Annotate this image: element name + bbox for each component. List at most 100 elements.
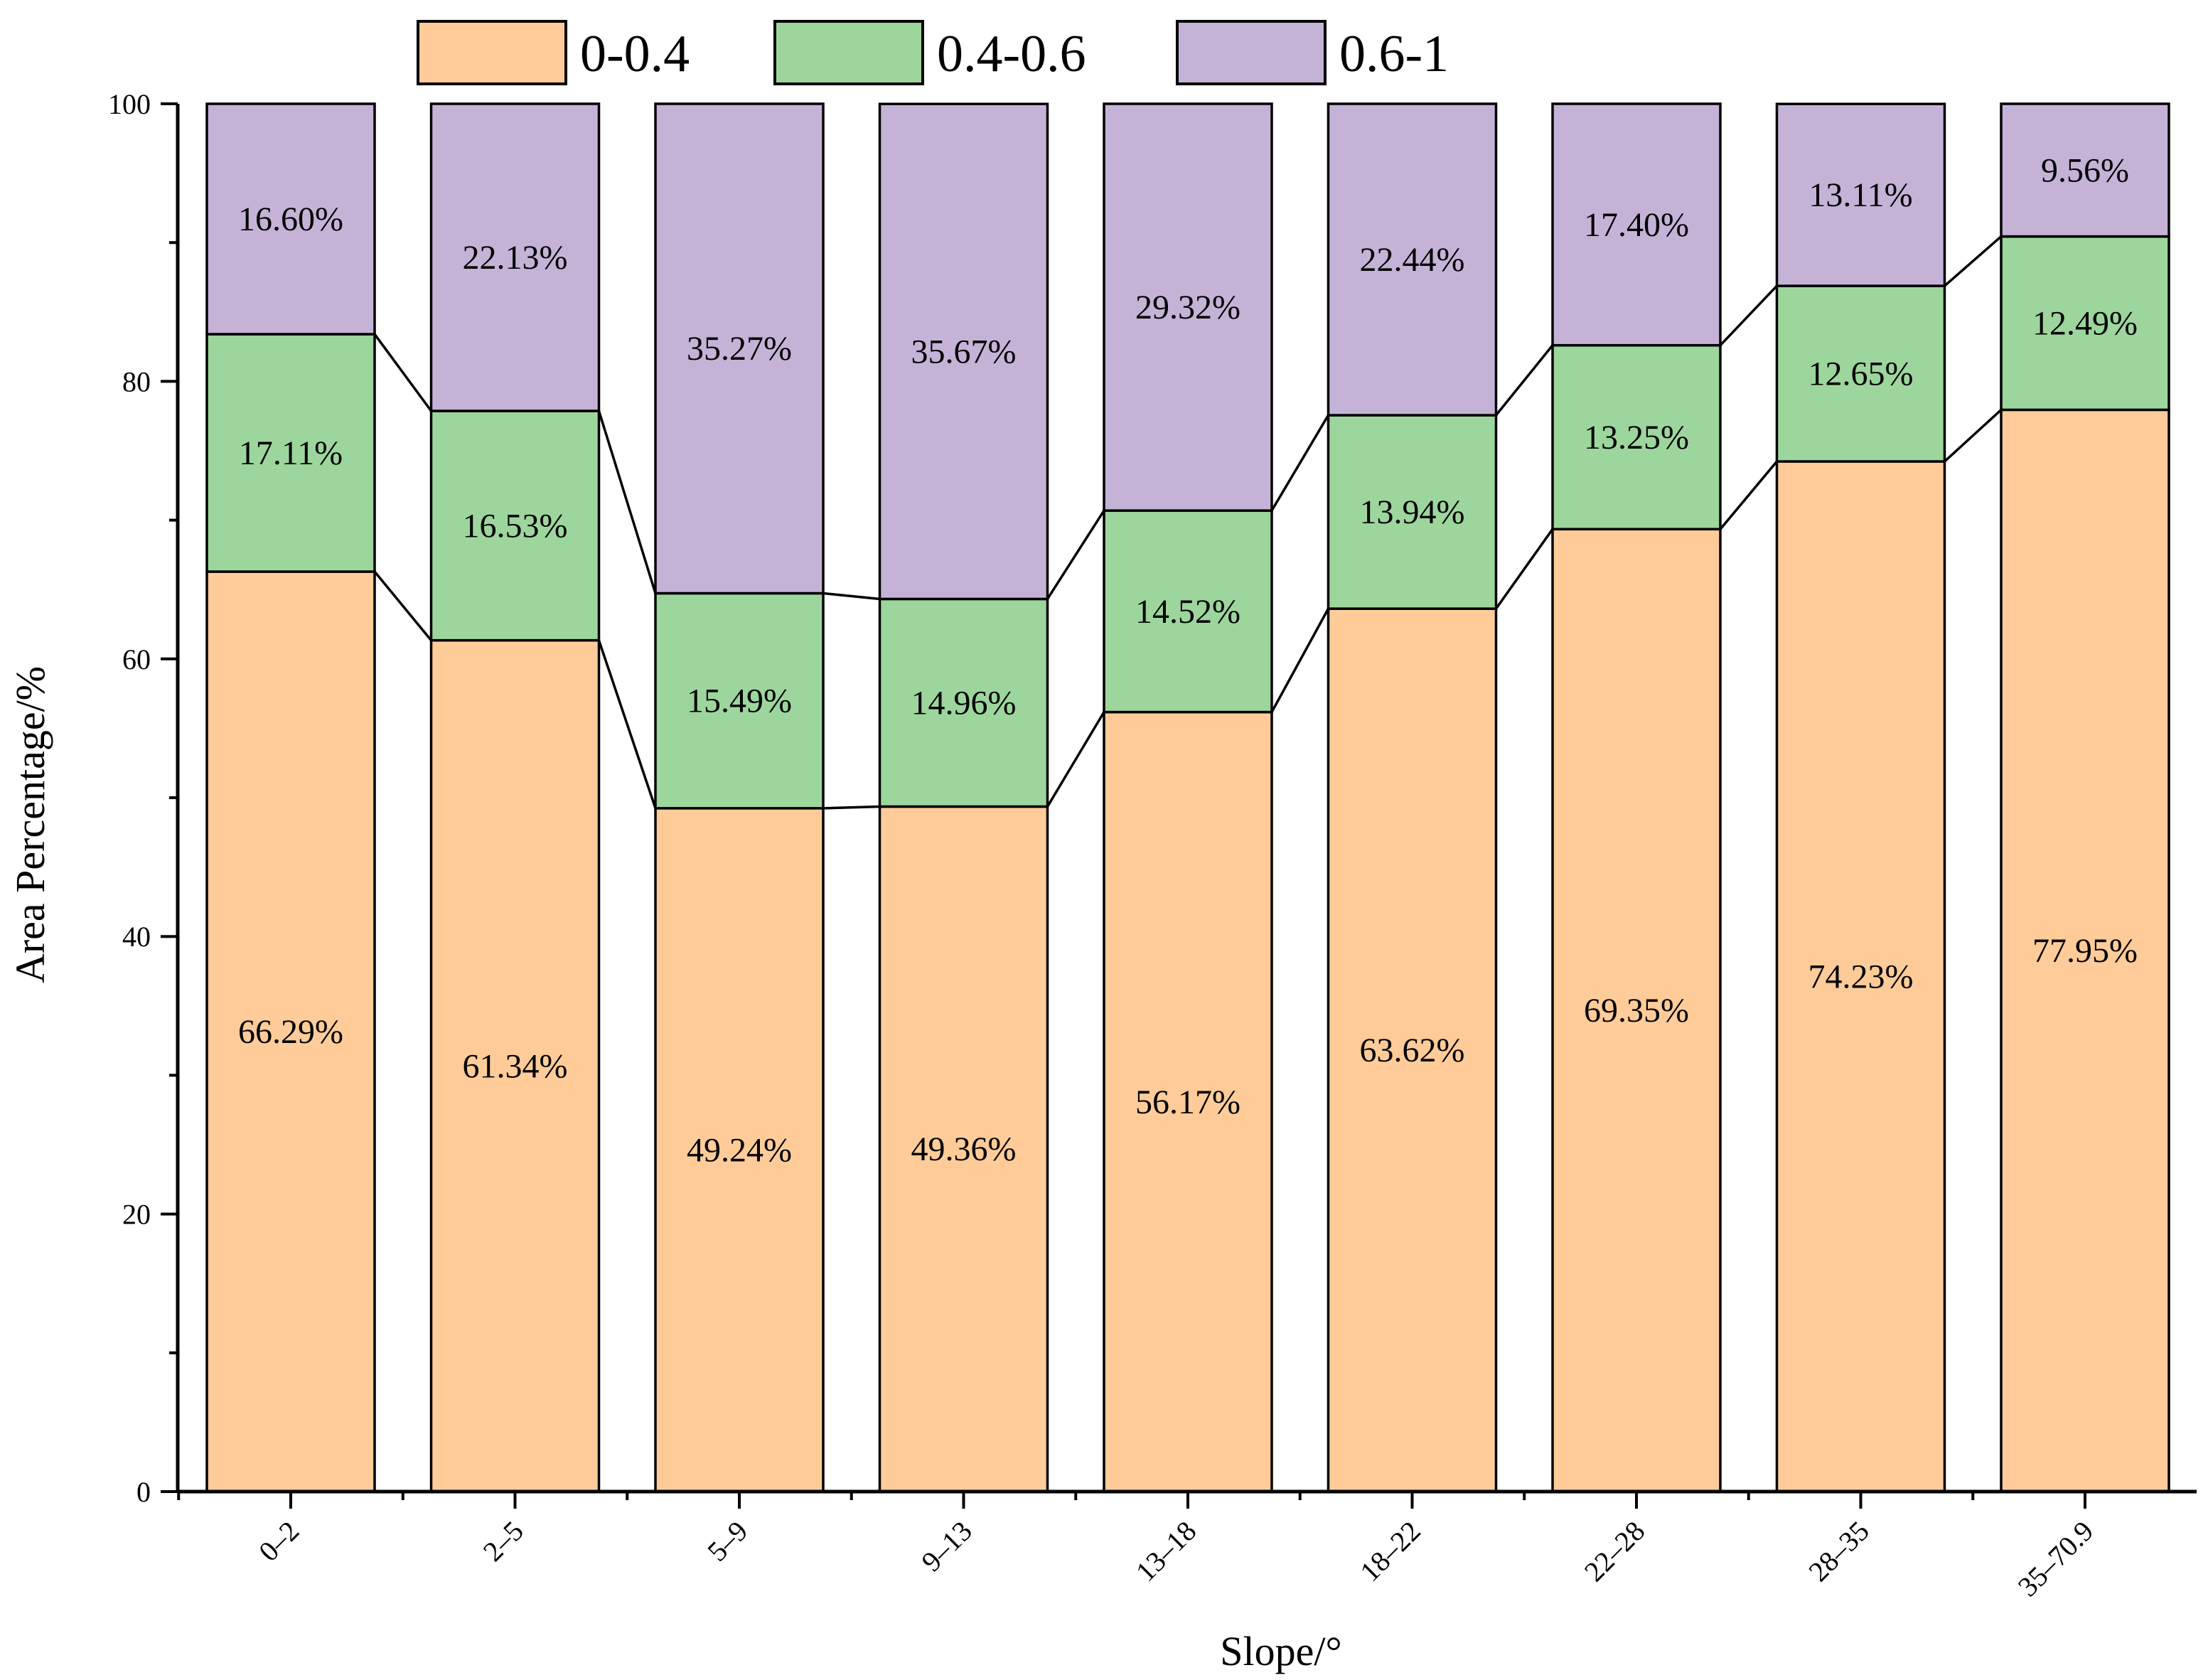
bar-label-0-4-0-6-0-2: 17.11%	[239, 434, 343, 472]
bar-label-0-0-4-28-35: 74.23%	[1808, 958, 1914, 996]
bar-0-4-0-6-9-13	[878, 597, 1049, 808]
x-tick-label-28-35: 28–35	[1802, 1515, 1875, 1588]
bar-0-6-1-28-35	[1775, 102, 1946, 287]
bar-label-0-4-0-6-9-13: 14.96%	[911, 684, 1017, 722]
bar-0-6-1-22-28	[1551, 102, 1722, 347]
bar-0-6-1-2-5	[429, 102, 601, 412]
bar-0-4-0-6-22-28	[1551, 343, 1722, 531]
connector-line	[1270, 608, 1330, 713]
connector-line	[1719, 284, 1778, 346]
bar-0-0-4-13-18	[1103, 710, 1273, 1493]
bar-0-0-4-9-13	[878, 805, 1049, 1493]
x-tick-label-22-28: 22–28	[1578, 1515, 1651, 1588]
connector-line	[822, 592, 880, 601]
bar-0-4-0-6-0-2	[205, 333, 376, 573]
bar-label-0-6-1-35-70-9: 9.56%	[2041, 151, 2129, 189]
bar-label-0-0-4-35-70-9: 77.95%	[2032, 932, 2138, 970]
connector-line	[1046, 711, 1105, 808]
x-tick-label-13-18: 13–18	[1130, 1515, 1203, 1588]
y-tick-label: 80	[122, 365, 151, 397]
y-tick-label: 40	[122, 921, 151, 953]
connector-line	[1495, 344, 1554, 417]
bar-0-6-1-0-2	[205, 102, 376, 336]
connector-line	[597, 640, 657, 809]
y-axis-title: Area Percentage/%	[7, 666, 53, 983]
bar-label-0-0-4-5-9: 49.24%	[687, 1131, 792, 1169]
bars-group	[205, 102, 2170, 1493]
bar-0-4-0-6-18-22	[1327, 414, 1498, 610]
bar-0-0-4-0-2	[205, 570, 376, 1493]
y-tick-label: 100	[108, 88, 151, 120]
connector-line	[1046, 510, 1105, 600]
bar-label-0-6-1-2-5: 22.13%	[463, 239, 568, 277]
bar-0-6-1-18-22	[1327, 102, 1498, 417]
connector-lines	[373, 235, 2003, 810]
bar-label-0-4-0-6-18-22: 13.94%	[1360, 493, 1465, 531]
legend-swatch-0-4-0-6	[773, 20, 924, 85]
bar-labels-group: 66.29% 17.11% 16.60% 61.34% 16.53% 22.13% 49.2…	[238, 151, 2138, 1169]
x-tick-label-5-9: 5–9	[701, 1515, 754, 1568]
legend: 0-0.4 0.4-0.6 0.6-1	[417, 20, 1449, 85]
connector-line	[1944, 409, 2003, 463]
bar-0-6-1-13-18	[1103, 102, 1273, 512]
bar-label-0-4-0-6-13-18: 14.52%	[1135, 593, 1240, 631]
bar-label-0-0-4-0-2: 66.29%	[238, 1013, 343, 1051]
bar-label-0-4-0-6-28-35: 12.65%	[1808, 355, 1914, 393]
bar-label-0-4-0-6-22-28: 13.25%	[1584, 419, 1689, 456]
bar-0-0-4-35-70-9	[2000, 408, 2170, 1493]
x-tick-label-18-22: 18–22	[1354, 1515, 1427, 1588]
bar-label-0-6-1-18-22: 22.44%	[1360, 241, 1465, 279]
legend-item-0-6-1: 0.6-1	[1176, 20, 1449, 85]
bar-0-0-4-18-22	[1327, 607, 1498, 1493]
bar-label-0-6-1-9-13: 35.67%	[911, 333, 1017, 370]
connector-line	[373, 333, 432, 412]
x-tick-label-0-2: 0–2	[252, 1515, 305, 1568]
y-tick-label: 0	[136, 1476, 151, 1508]
bar-0-6-1-5-9	[654, 102, 825, 595]
bar-label-0-0-4-22-28: 69.35%	[1584, 992, 1689, 1029]
bar-0-0-4-5-9	[654, 807, 825, 1493]
bar-label-0-6-1-13-18: 29.32%	[1135, 289, 1240, 326]
bar-0-6-1-9-13	[878, 102, 1049, 601]
bar-0-6-1-35-70-9	[2000, 102, 2170, 238]
bar-0-4-0-6-35-70-9	[2000, 235, 2170, 412]
legend-swatch-0-6-1	[1176, 20, 1327, 85]
bar-0-4-0-6-13-18	[1103, 509, 1273, 714]
bar-0-4-0-6-28-35	[1775, 284, 1946, 463]
legend-label-0-6-1: 0.6-1	[1339, 25, 1449, 83]
bar-label-0-0-4-13-18: 56.17%	[1135, 1084, 1240, 1121]
bar-label-0-6-1-5-9: 35.27%	[687, 330, 792, 368]
y-tick-label: 60	[122, 643, 151, 675]
x-tick-label-9-13: 9–13	[915, 1515, 977, 1578]
connector-line	[373, 570, 432, 641]
bar-label-0-4-0-6-2-5: 16.53%	[463, 507, 568, 545]
legend-label-0-0-4: 0-0.4	[580, 25, 690, 83]
bar-0-4-0-6-2-5	[429, 410, 601, 642]
bar-label-0-4-0-6-5-9: 15.49%	[687, 683, 792, 720]
bar-label-0-6-1-28-35: 13.11%	[1808, 176, 1912, 214]
bar-label-0-6-1-22-28: 17.40%	[1584, 206, 1689, 244]
legend-item-0-0-4: 0-0.4	[417, 20, 690, 85]
x-axis-title: Slope/°	[1220, 1628, 1341, 1674]
bar-label-0-0-4-2-5: 61.34%	[463, 1047, 568, 1085]
legend-item-0-4-0-6: 0.4-0.6	[773, 20, 1086, 85]
connector-line	[1719, 460, 1778, 530]
x-tick-label-2-5: 2–5	[477, 1515, 530, 1568]
y-tick-label: 20	[122, 1199, 151, 1231]
connector-line	[597, 410, 657, 594]
bar-label-0-0-4-18-22: 63.62%	[1360, 1032, 1465, 1069]
legend-swatch-0-0-4	[417, 20, 567, 85]
bar-label-0-6-1-0-2: 16.60%	[238, 200, 343, 238]
connector-line	[1944, 235, 2003, 287]
bar-label-0-4-0-6-35-70-9: 12.49%	[2032, 305, 2138, 343]
connector-line	[822, 805, 880, 810]
connector-line	[1495, 528, 1554, 610]
bar-0-4-0-6-5-9	[654, 592, 825, 810]
x-tick-label-35-70-9: 35–70.9	[2012, 1515, 2100, 1603]
bar-0-0-4-28-35	[1775, 460, 1946, 1493]
bar-0-0-4-22-28	[1551, 528, 1722, 1493]
bar-0-0-4-2-5	[429, 638, 601, 1493]
bar-label-0-0-4-9-13: 49.36%	[911, 1130, 1017, 1168]
legend-label-0-4-0-6: 0.4-0.6	[937, 25, 1086, 83]
